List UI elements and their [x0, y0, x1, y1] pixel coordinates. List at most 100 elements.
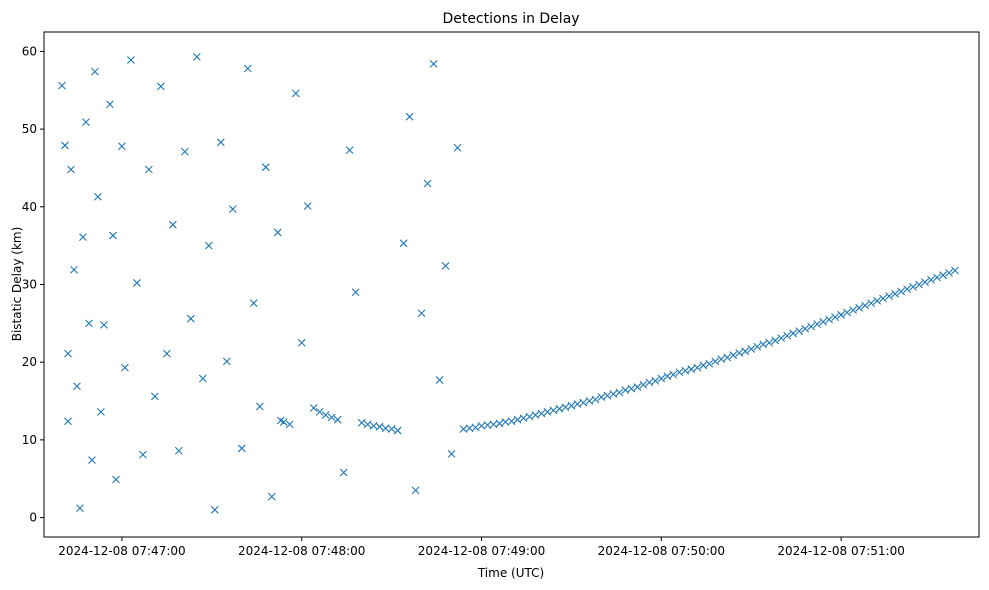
data-point: [699, 361, 708, 370]
data-point: [291, 89, 300, 98]
data-point: [807, 322, 816, 331]
data-point: [411, 486, 420, 495]
data-point: [687, 365, 696, 374]
data-point: [303, 202, 312, 210]
data-point: [243, 64, 252, 73]
data-point: [144, 165, 153, 174]
data-point: [429, 59, 438, 68]
data-point: [855, 303, 864, 312]
data-point: [741, 347, 750, 356]
data-point: [237, 444, 246, 453]
data-point: [228, 205, 237, 214]
data-point: [723, 353, 732, 362]
data-point: [669, 370, 678, 379]
data-point: [837, 310, 846, 319]
data-point: [765, 338, 774, 347]
data-point: [753, 342, 762, 351]
data-point: [675, 368, 684, 377]
data-point: [315, 408, 324, 416]
data-points: [58, 52, 959, 514]
data-point: [91, 67, 99, 76]
data-point: [747, 345, 756, 353]
data-point: [639, 380, 648, 389]
y-axis-label: Bistatic Delay (km): [10, 227, 24, 342]
data-point: [945, 268, 953, 277]
data-point: [951, 266, 959, 275]
data-point: [174, 446, 183, 455]
data-point: [729, 351, 738, 360]
y-tick-label: 30: [22, 278, 37, 292]
data-point: [879, 294, 887, 303]
data-point: [112, 475, 120, 484]
data-point: [651, 376, 660, 385]
data-point: [819, 317, 828, 326]
data-point: [681, 366, 690, 375]
data-point: [531, 411, 540, 419]
data-point: [156, 82, 165, 91]
data-point: [106, 100, 114, 109]
data-point: [663, 372, 672, 381]
data-point: [549, 406, 558, 415]
data-point: [903, 285, 911, 294]
data-point: [615, 388, 624, 397]
data-point: [100, 321, 108, 329]
data-point: [363, 420, 372, 429]
y-tick-label: 10: [22, 433, 37, 447]
data-point: [285, 420, 294, 429]
data-point: [813, 320, 822, 329]
data-point: [133, 279, 141, 287]
data-point: [309, 404, 318, 412]
data-point: [513, 415, 522, 424]
data-point: [351, 288, 360, 297]
data-point: [375, 422, 384, 431]
data-point: [321, 411, 330, 419]
data-point: [58, 81, 66, 90]
data-point: [88, 456, 96, 464]
data-point: [186, 314, 195, 323]
data-point: [915, 280, 923, 289]
data-point: [109, 231, 117, 240]
data-point: [70, 265, 78, 274]
data-point: [76, 504, 84, 513]
data-point: [97, 408, 105, 416]
data-point: [693, 363, 702, 372]
data-point: [519, 414, 528, 423]
data-point: [897, 287, 905, 296]
data-point: [79, 233, 87, 241]
data-point: [609, 390, 618, 398]
data-point: [591, 395, 600, 404]
y-tick-label: 20: [22, 355, 37, 369]
y-axis-ticks: 0 10 20 30 40 50 60: [22, 44, 44, 525]
data-point: [61, 141, 69, 150]
data-point: [849, 306, 858, 315]
data-point: [204, 241, 213, 250]
data-point: [543, 408, 552, 416]
x-axis-ticks: 2024-12-08 07:47:00 2024-12-08 07:48:00 20…: [58, 537, 905, 558]
data-point: [921, 278, 929, 287]
data-point: [64, 349, 72, 358]
data-point: [393, 426, 402, 435]
data-point: [567, 401, 576, 410]
data-point: [471, 423, 480, 432]
data-point: [216, 138, 225, 147]
x-tick-label: 2024-12-08 07:50:00: [598, 544, 725, 558]
data-point: [85, 319, 93, 328]
data-point: [831, 313, 840, 322]
data-point: [705, 359, 714, 368]
data-point: [118, 142, 126, 151]
data-point: [121, 363, 129, 372]
data-point: [198, 374, 207, 383]
data-point: [795, 327, 804, 336]
data-point: [387, 425, 396, 433]
y-tick-label: 50: [22, 122, 37, 136]
data-point: [180, 147, 189, 156]
data-point: [645, 378, 654, 387]
data-point: [405, 112, 414, 121]
data-point: [345, 146, 354, 154]
data-point: [267, 492, 276, 501]
x-tick-label: 2024-12-08 07:48:00: [238, 544, 365, 558]
data-point: [873, 296, 881, 305]
y-tick-label: 40: [22, 200, 37, 214]
data-point: [771, 336, 780, 345]
